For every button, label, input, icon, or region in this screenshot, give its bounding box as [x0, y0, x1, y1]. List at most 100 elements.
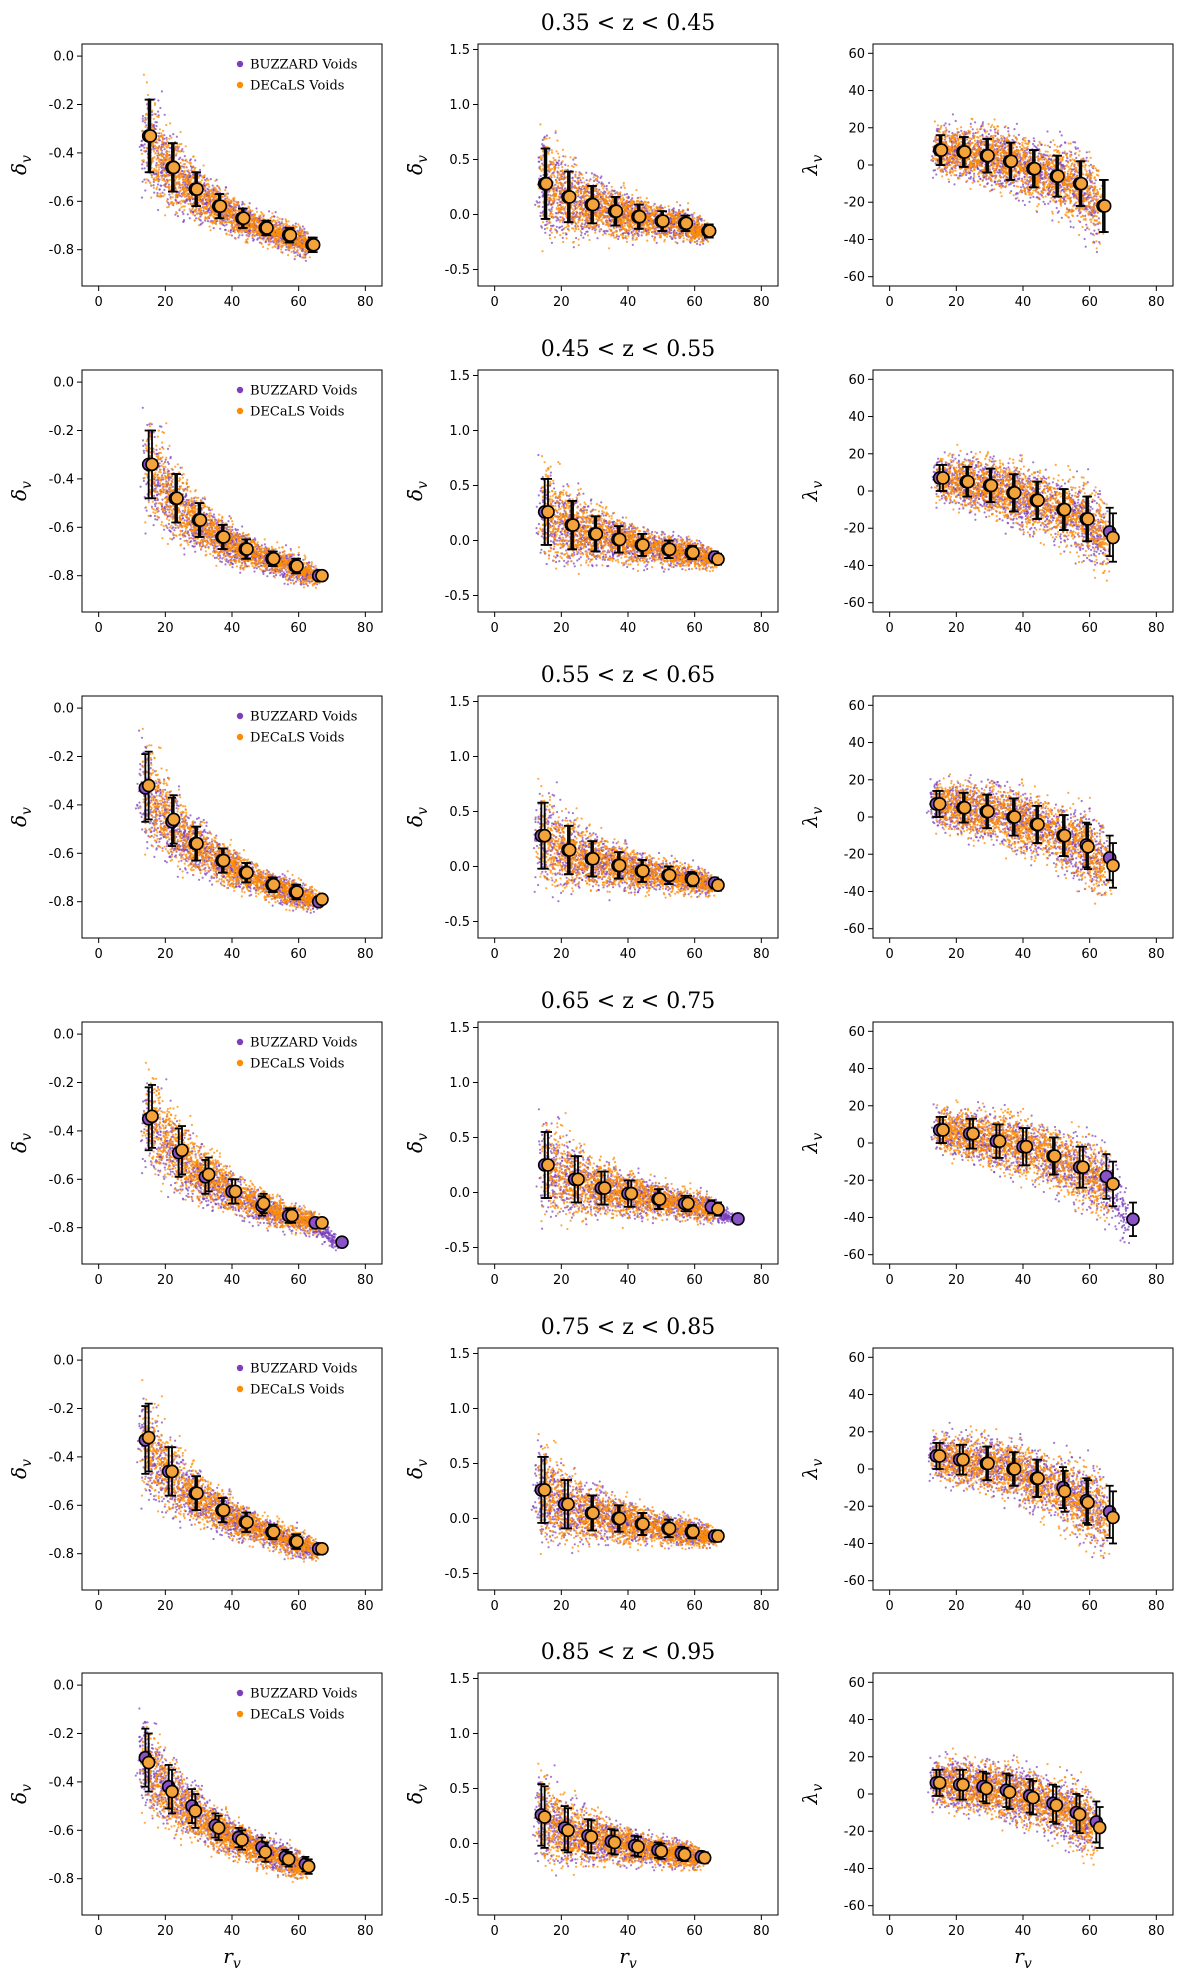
x-tick-label: 20 — [948, 621, 965, 636]
y-tick-label: 0.5 — [449, 1131, 470, 1146]
decals-bin-point — [165, 1784, 179, 1799]
decals-bin-point — [686, 872, 700, 887]
x-tick-label: 80 — [1148, 1924, 1165, 1939]
x-tick-label: 60 — [290, 295, 307, 310]
panel: 0 20 40 60 80 0.0 -0.2 -0.4 -0.6 -0.8 δv BUZZARD Vo… — [7, 1347, 383, 1614]
y-axis-label: δ̄v — [403, 481, 431, 501]
decals-bin-point — [654, 1844, 669, 1858]
y-tick-label: -0.6 — [49, 1499, 74, 1514]
x-tick-label: 40 — [620, 1273, 637, 1288]
x-tick-label: 60 — [1081, 947, 1098, 962]
buzzard-bin-point — [731, 1212, 745, 1226]
decals-bin-point — [170, 491, 184, 506]
x-tick-label: 40 — [224, 621, 241, 636]
decals-bin-point — [1057, 502, 1072, 517]
x-tick-label: 20 — [948, 1599, 965, 1614]
y-axis-label: δv — [7, 1784, 35, 1804]
y-tick-label: 60 — [848, 1025, 865, 1040]
decals-bin-point — [1106, 530, 1120, 545]
legend: BUZZARD Voids DECaLS Voids — [236, 384, 357, 420]
decals-bin-point — [624, 1186, 639, 1201]
x-tick-label: 0 — [491, 621, 499, 636]
decals-bin-point — [145, 1109, 159, 1124]
x-tick-label: 0 — [95, 1599, 103, 1614]
decals-bin-point — [290, 559, 304, 573]
y-tick-label: 20 — [848, 447, 865, 462]
axes-frame — [477, 695, 779, 939]
legend-marker — [236, 1385, 244, 1393]
y-tick-label: 0 — [857, 1137, 865, 1152]
decals-bin-point — [1031, 493, 1045, 508]
decals-bin-point — [677, 1847, 692, 1862]
decals-bin-point — [166, 160, 181, 175]
x-tick-label: 60 — [290, 1273, 307, 1288]
y-tick-label: 40 — [848, 736, 865, 751]
y-tick-label: 1.5 — [449, 1672, 470, 1687]
y-axis-label: δ̄v — [403, 807, 431, 827]
panel: 0 20 40 60 80 0.0 -0.2 -0.4 -0.6 -0.8 δv BUZZARD Vo… — [7, 369, 383, 636]
x-tick-label: 80 — [357, 1273, 374, 1288]
decals-bin-point — [190, 1486, 204, 1500]
y-tick-label: 0.0 — [53, 702, 74, 717]
x-tick-label: 0 — [95, 1924, 103, 1939]
x-tick-label: 40 — [1015, 621, 1032, 636]
decals-bin-point — [681, 1196, 695, 1211]
y-tick-label: -0.6 — [49, 1173, 74, 1188]
panel: 0 20 40 60 80 1.5 1.0 0.5 0.0 -0.5 δ̄v — [403, 1347, 779, 1614]
y-tick-label: 0.0 — [53, 1354, 74, 1369]
legend-label: DECaLS Voids — [250, 1057, 344, 1072]
x-tick-label: 20 — [157, 295, 174, 310]
x-tick-label: 0 — [95, 295, 103, 310]
legend-marker — [236, 733, 244, 741]
decals-bin-point — [636, 864, 650, 878]
decals-bin-point — [562, 190, 577, 204]
x-tick-label: 80 — [357, 295, 374, 310]
x-tick-label: 20 — [553, 1599, 570, 1614]
decals-bin-point — [306, 238, 321, 252]
y-tick-label: -0.2 — [49, 750, 74, 765]
y-tick-label: -40 — [844, 1537, 865, 1552]
y-tick-label: -20 — [844, 196, 865, 211]
decals-bin-point — [260, 221, 274, 235]
decals-bin-point — [656, 214, 670, 228]
axes-frame — [477, 1021, 779, 1265]
y-tick-label: 1.5 — [449, 43, 470, 58]
decals-bin-point — [141, 1755, 156, 1770]
decals-bin-point — [1072, 1807, 1087, 1822]
x-tick-label: 40 — [1015, 1273, 1032, 1288]
y-tick-label: 1.5 — [449, 695, 470, 710]
x-tick-label: 40 — [224, 295, 241, 310]
panel: 0 20 40 60 80 0.0 -0.2 -0.4 -0.6 -0.8 δv BUZZARD Vo… — [7, 695, 383, 962]
decals-bin-point — [589, 527, 604, 541]
legend-marker — [236, 712, 244, 720]
decals-bin-point — [236, 211, 251, 226]
row-title: 0.45 < z < 0.55 — [541, 337, 715, 362]
decals-bin-point — [932, 797, 947, 811]
x-tick-label: 40 — [620, 1599, 637, 1614]
legend: BUZZARD Voids DECaLS Voids — [236, 1036, 357, 1072]
decals-bin-point — [141, 778, 156, 793]
decals-bin-point — [1019, 1139, 1034, 1154]
y-tick-label: 1.5 — [449, 1021, 470, 1036]
legend-label: DECaLS Voids — [250, 731, 344, 746]
scatter-cloud — [530, 1433, 719, 1556]
decals-bin-point — [1057, 828, 1072, 843]
x-tick-label: 0 — [886, 1599, 894, 1614]
legend-label: BUZZARD Voids — [250, 1687, 357, 1702]
axes-frame — [477, 369, 779, 613]
y-tick-label: -0.4 — [49, 798, 74, 813]
x-tick-label: 40 — [224, 947, 241, 962]
decals-bin-point — [143, 129, 158, 143]
decals-bin-point — [216, 1503, 231, 1517]
y-axis-label: δv — [7, 807, 35, 827]
decals-bin-point — [711, 878, 725, 893]
y-tick-label: 0 — [857, 159, 865, 174]
legend-marker — [236, 407, 244, 415]
decals-bin-point — [609, 204, 624, 218]
decals-bin-point — [1106, 858, 1120, 873]
y-axis-label: λv — [798, 807, 826, 829]
decals-bin-point — [1007, 1462, 1022, 1476]
y-tick-label: -40 — [844, 1211, 865, 1226]
y-tick-label: 0.0 — [449, 1512, 470, 1527]
decals-bin-point — [1031, 1471, 1045, 1486]
